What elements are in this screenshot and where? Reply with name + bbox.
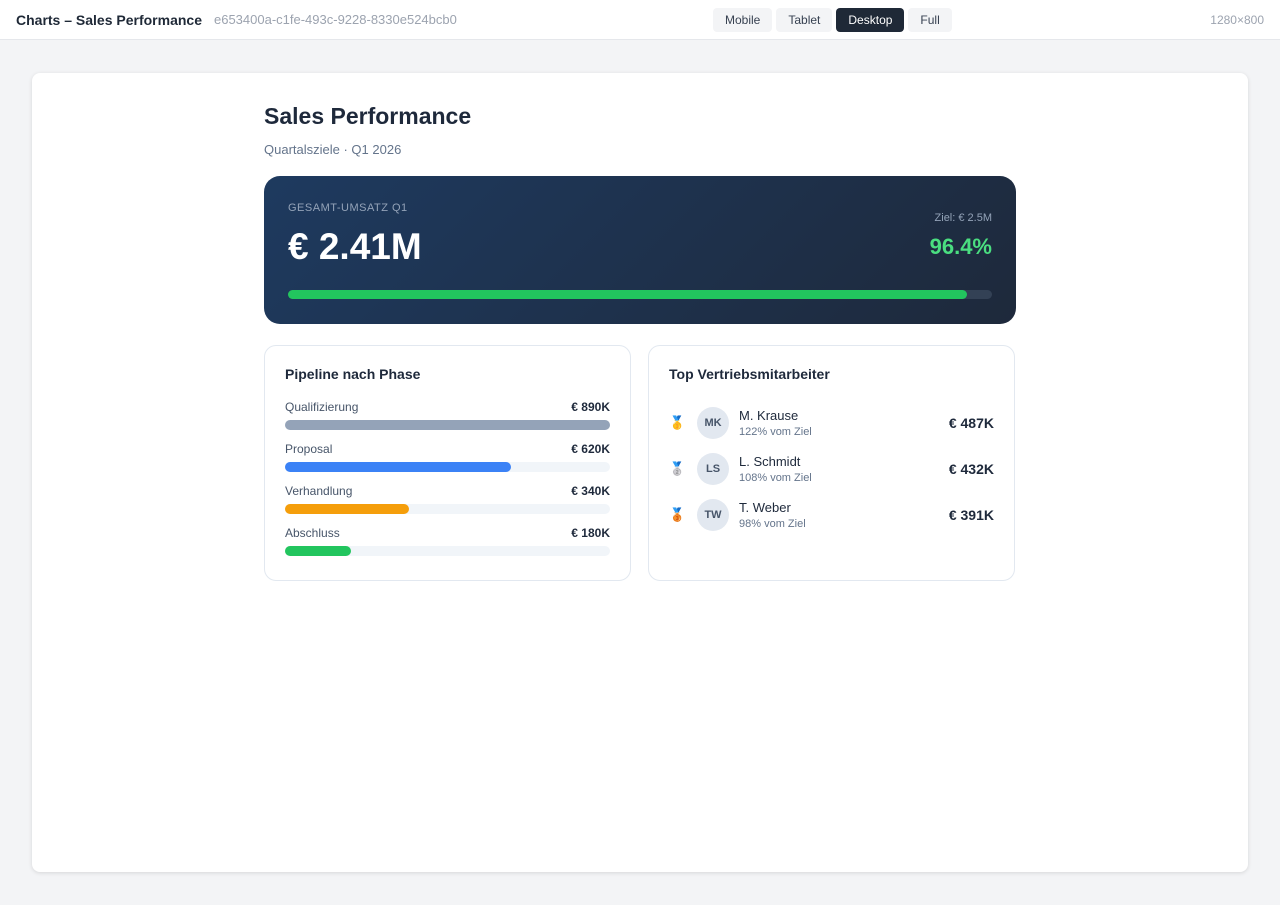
pipeline-stage-value: € 620K [571,442,610,456]
pipeline-stage-value: € 890K [571,400,610,414]
top-reps-panel: Top Vertriebsmitarbeiter 🥇 MK M. Krause 1… [648,345,1015,581]
pipeline-stage-value: € 340K [571,484,610,498]
pipeline-bar-fill [285,462,512,472]
top-reps-title: Top Vertriebsmitarbeiter [669,366,830,382]
hero-percent: 96.4% [929,234,992,259]
page-subtitle: Quartalsziele · Q1 2026 [264,142,402,157]
hero-value: € 2.41M [288,226,422,267]
pipeline-stage-value: € 180K [571,526,610,540]
rep-name: T. Weber [739,500,791,515]
viewport-switcher: Mobile Tablet Desktop Full [713,8,952,32]
pipeline-stage-label: Abschluss [285,526,340,540]
pipeline-bar-track [285,546,610,556]
pipeline-bar-track [285,462,610,472]
pipeline-row: Verhandlung € 340K [285,484,610,514]
hero-label: GESAMT-UMSATZ Q1 [288,202,408,214]
rep-amount: € 391K [948,507,994,523]
pipeline-row: Qualifizierung € 890K [285,400,610,430]
pipeline-panel: Pipeline nach Phase Qualifizierung € 890K… [264,345,631,581]
pipeline-bar-fill [285,546,351,556]
viewport-tablet-button[interactable]: Tablet [776,8,833,32]
pipeline-stage-label: Verhandlung [285,484,353,498]
medal-icon: 🥈 [669,461,686,476]
viewport-full-button[interactable]: Full [908,8,952,32]
pipeline-bar-fill [285,504,410,514]
rep-amount: € 432K [948,461,994,477]
rep-name: L. Schmidt [739,454,801,469]
viewport-desktop-button[interactable]: Desktop [836,8,905,32]
avatar: MK [697,407,729,439]
medal-icon: 🥇 [669,415,686,430]
rep-row: 🥉 TW T. Weber 98% vom Ziel € 391K [669,492,994,538]
rep-name: M. Krause [739,408,799,423]
pipeline-row: Abschluss € 180K [285,526,610,556]
preview-frame: Sales Performance Quartalsziele · Q1 202… [32,73,1248,872]
hero-goal: Ziel: € 2.5M [934,212,992,224]
page-title: Sales Performance [264,103,472,129]
revenue-hero-card: GESAMT-UMSATZ Q1 € 2.41M Ziel: € 2.5M 96… [264,176,1016,324]
pipeline-row: Proposal € 620K [285,442,610,472]
app-title: Charts – Sales Performance [16,11,202,28]
avatar: LS [697,453,729,485]
viewport-dimensions: 1280×800 [1210,12,1264,27]
pipeline-stage-label: Proposal [285,442,333,456]
rep-row: 🥈 LS L. Schmidt 108% vom Ziel € 432K [669,446,994,492]
top-bar: Charts – Sales Performance e653400a-c1fe… [0,0,1280,40]
hero-progress-fill [288,290,967,299]
avatar: TW [697,499,729,531]
viewport-mobile-button[interactable]: Mobile [713,8,773,32]
hero-progress-track [288,290,992,299]
pipeline-bar-track [285,420,610,430]
rep-amount: € 487K [948,415,994,431]
rep-target: 108% vom Ziel [739,472,812,484]
pipeline-bar-track [285,504,610,514]
pipeline-title: Pipeline nach Phase [285,366,421,382]
rep-target: 98% vom Ziel [739,518,806,530]
rep-row: 🥇 MK M. Krause 122% vom Ziel € 487K [669,400,994,446]
pipeline-stage-label: Qualifizierung [285,400,359,414]
medal-icon: 🥉 [669,507,686,522]
pipeline-bar-fill [285,420,610,430]
rep-target: 122% vom Ziel [739,426,812,438]
document-id: e653400a-c1fe-493c-9228-8330e524bcb0 [213,12,457,27]
